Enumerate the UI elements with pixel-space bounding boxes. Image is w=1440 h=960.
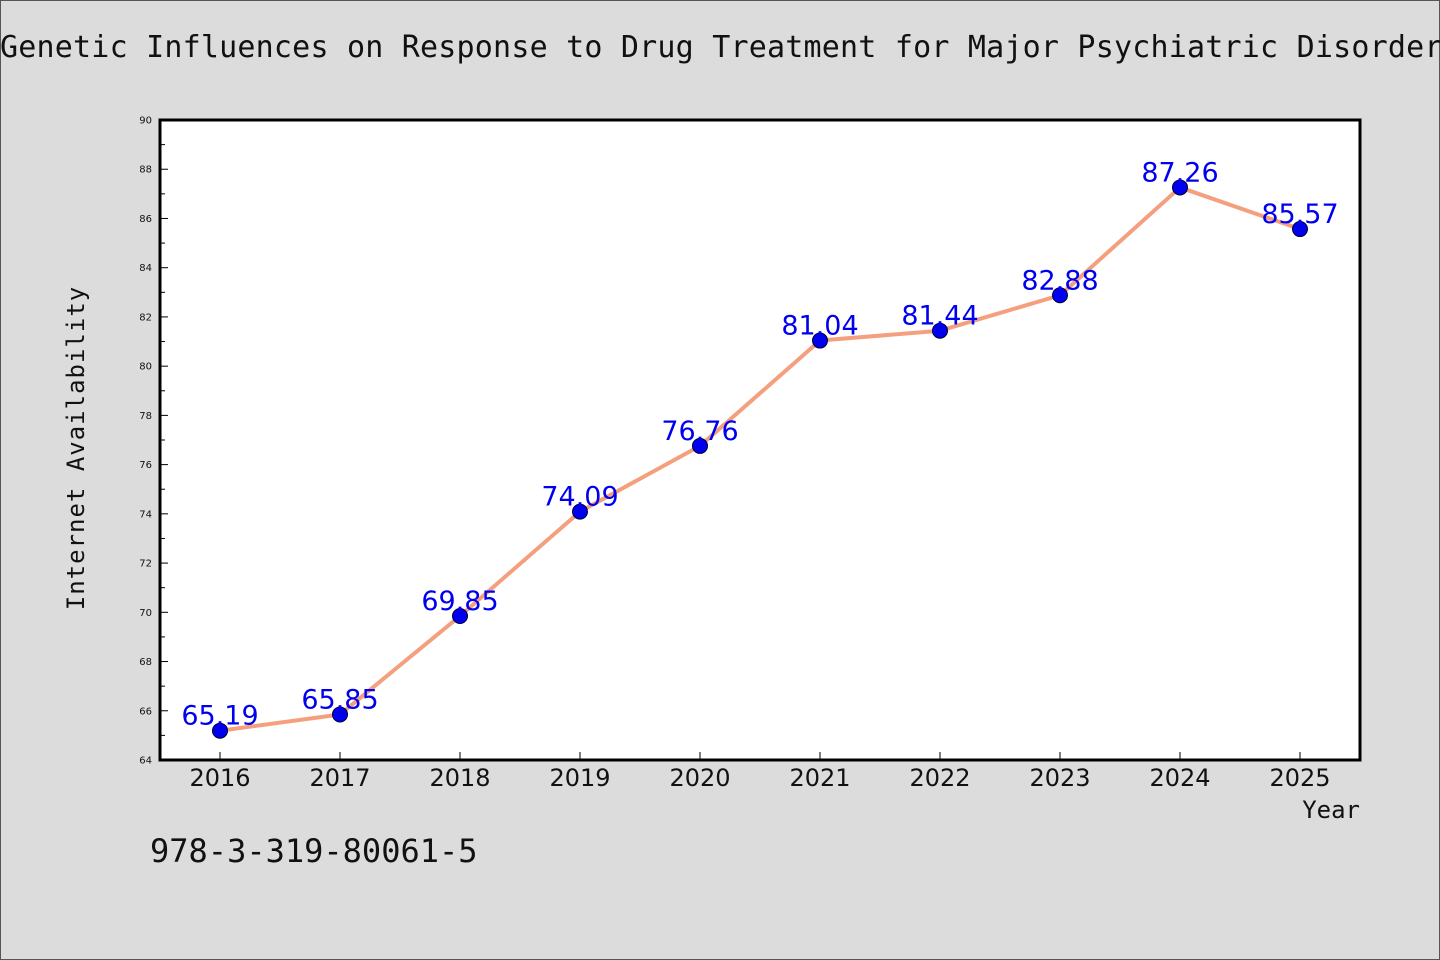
data-point bbox=[932, 322, 948, 339]
x-tick-label: 2016 bbox=[189, 764, 250, 792]
data-label: 69.85 bbox=[421, 586, 498, 617]
series-line bbox=[218, 185, 1302, 733]
x-tick-label: 2025 bbox=[1269, 764, 1330, 792]
x-tick-label: 2017 bbox=[309, 764, 370, 792]
data-label: 87.26 bbox=[1141, 157, 1218, 188]
x-axis: 2016 2017 2018 2019 2020 2021 2022 2023 2024 2025 bbox=[189, 752, 1331, 792]
data-point bbox=[812, 332, 828, 349]
data-point bbox=[1052, 287, 1068, 304]
x-tick-label: 2023 bbox=[1029, 764, 1090, 792]
x-tick-label: 2019 bbox=[549, 764, 610, 792]
data-label: 74.09 bbox=[541, 482, 618, 513]
data-label: 81.04 bbox=[781, 311, 858, 342]
y-axis: 64 66 68 70 72 74 76 78 80 82 84 86 88 90 bbox=[139, 116, 168, 767]
data-point bbox=[1172, 179, 1188, 196]
data-label: 65.19 bbox=[181, 701, 258, 732]
y-tick-label: 86 bbox=[139, 214, 152, 225]
y-tick-label: 68 bbox=[139, 657, 152, 668]
y-tick-label: 82 bbox=[139, 312, 152, 323]
data-point bbox=[572, 503, 588, 520]
data-point bbox=[692, 437, 708, 454]
x-tick-label: 2020 bbox=[669, 764, 730, 792]
data-point bbox=[452, 608, 468, 624]
data-label: 85.57 bbox=[1261, 199, 1338, 230]
data-markers bbox=[212, 179, 1308, 739]
chart-title: Genetic Influences on Response to Drug T… bbox=[0, 30, 1440, 65]
data-label: 65.85 bbox=[301, 684, 378, 715]
isbn-text: 978-3-319-80061-5 bbox=[150, 832, 478, 870]
y-tick-label: 80 bbox=[139, 362, 152, 373]
y-tick-label: 78 bbox=[139, 411, 152, 422]
y-tick-label: 64 bbox=[139, 756, 152, 767]
y-tick-label: 70 bbox=[139, 608, 152, 619]
x-tick-label: 2022 bbox=[909, 764, 970, 792]
y-tick-label: 74 bbox=[139, 509, 152, 520]
plot-area bbox=[158, 118, 1362, 762]
data-point bbox=[332, 706, 348, 723]
data-label: 82.88 bbox=[1021, 265, 1098, 296]
y-tick-label: 76 bbox=[139, 460, 152, 471]
data-label: 76.76 bbox=[661, 416, 738, 447]
y-tick-label: 84 bbox=[139, 263, 152, 274]
x-axis-label: Year bbox=[1302, 796, 1360, 824]
x-tick-label: 2024 bbox=[1149, 764, 1210, 792]
x-tick-label: 2021 bbox=[789, 764, 850, 792]
y-tick-label: 90 bbox=[139, 116, 152, 127]
data-point bbox=[1292, 221, 1308, 238]
data-labels: 65.19 65.85 69.85 74.09 76.76 81.04 81.44 82.88… bbox=[181, 157, 1338, 731]
data-label: 81.44 bbox=[901, 301, 978, 332]
x-tick-label: 2018 bbox=[429, 764, 490, 792]
y-tick-label: 66 bbox=[139, 706, 152, 717]
y-tick-label: 88 bbox=[139, 165, 152, 176]
y-tick-label: 72 bbox=[139, 559, 152, 570]
data-point bbox=[212, 722, 228, 739]
